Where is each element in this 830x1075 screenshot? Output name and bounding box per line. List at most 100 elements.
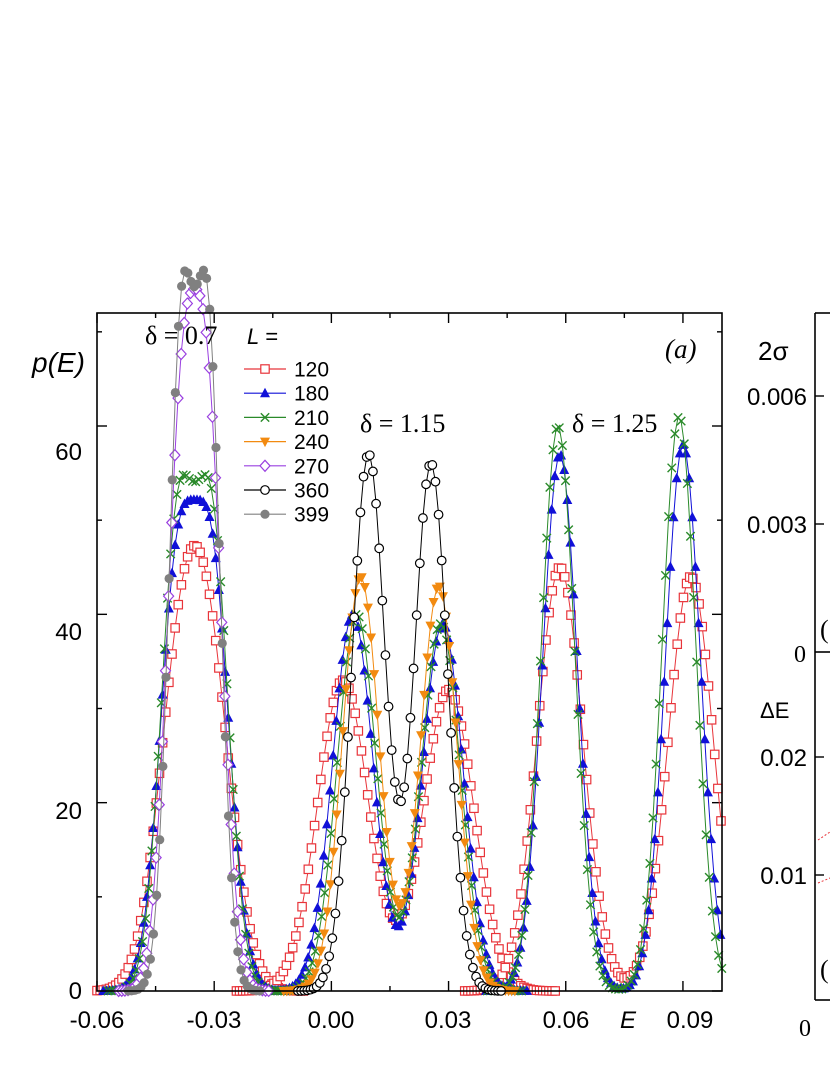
data-point bbox=[585, 900, 596, 910]
data-point bbox=[592, 947, 602, 957]
data-point bbox=[436, 555, 447, 566]
data-point bbox=[626, 976, 636, 986]
data-point bbox=[359, 582, 370, 593]
legend-title: L = bbox=[247, 324, 278, 349]
data-point bbox=[698, 779, 708, 789]
data-point bbox=[328, 750, 339, 760]
data-point bbox=[656, 733, 667, 744]
data-point bbox=[706, 833, 717, 844]
series-180 bbox=[98, 439, 726, 995]
data-point bbox=[471, 896, 482, 907]
data-point bbox=[179, 563, 190, 574]
data-point bbox=[234, 933, 247, 947]
data-point bbox=[175, 347, 187, 361]
data-point bbox=[421, 713, 432, 723]
data-point bbox=[375, 871, 386, 881]
data-point bbox=[204, 589, 215, 600]
data-point bbox=[148, 929, 159, 939]
data-point bbox=[323, 860, 333, 870]
data-point bbox=[487, 919, 498, 930]
data-point bbox=[324, 951, 335, 962]
x-tick-label: 0.06 bbox=[543, 1007, 590, 1034]
data-point bbox=[233, 947, 243, 957]
legend-entry: 270 bbox=[244, 455, 329, 478]
data-point bbox=[201, 571, 212, 582]
data-point bbox=[456, 800, 467, 811]
data-point bbox=[556, 563, 567, 574]
legend-marker bbox=[260, 387, 270, 398]
data-point bbox=[173, 321, 184, 331]
data-point bbox=[140, 913, 151, 924]
data-point bbox=[444, 642, 455, 652]
data-point bbox=[549, 470, 560, 481]
data-point bbox=[399, 782, 410, 793]
legend-entry: 120 bbox=[244, 359, 329, 382]
data-point bbox=[325, 713, 336, 723]
legend-entry: 360 bbox=[244, 480, 329, 503]
data-point bbox=[217, 638, 227, 648]
data-point bbox=[325, 880, 336, 890]
series-line bbox=[486, 443, 721, 992]
data-point bbox=[481, 948, 492, 959]
data-point bbox=[682, 478, 693, 489]
side-curve-fragment bbox=[817, 877, 830, 884]
data-point bbox=[509, 928, 520, 938]
data-point bbox=[316, 774, 326, 785]
data-point bbox=[374, 543, 385, 554]
data-point bbox=[570, 646, 580, 657]
data-point bbox=[364, 450, 375, 461]
data-point bbox=[327, 933, 338, 944]
data-point bbox=[545, 482, 555, 492]
data-point bbox=[557, 440, 568, 451]
data-point bbox=[472, 825, 482, 836]
data-point bbox=[322, 907, 333, 917]
data-point bbox=[529, 777, 539, 787]
data-point bbox=[356, 746, 367, 756]
data-point bbox=[164, 573, 174, 584]
data-point bbox=[447, 678, 458, 688]
data-point bbox=[548, 445, 558, 455]
data-point bbox=[329, 794, 339, 804]
data-point bbox=[700, 649, 711, 660]
data-point bbox=[478, 966, 489, 976]
data-point bbox=[353, 726, 364, 736]
data-point bbox=[206, 483, 216, 494]
side-paren-mark: ( bbox=[820, 955, 829, 984]
data-point bbox=[513, 910, 523, 920]
data-point bbox=[431, 635, 442, 646]
data-point bbox=[531, 771, 542, 781]
data-point bbox=[135, 937, 146, 948]
data-point bbox=[672, 639, 683, 650]
data-point bbox=[468, 962, 478, 973]
data-point bbox=[645, 858, 655, 869]
data-point bbox=[715, 929, 726, 939]
data-point bbox=[432, 624, 442, 635]
data-point bbox=[582, 864, 593, 875]
data-point bbox=[378, 856, 389, 867]
data-point bbox=[426, 661, 436, 672]
data-point bbox=[355, 507, 366, 518]
data-point bbox=[676, 416, 686, 426]
data-point bbox=[336, 835, 347, 846]
data-point bbox=[425, 621, 436, 632]
legend-entry: 210 bbox=[244, 407, 329, 430]
data-point bbox=[386, 745, 397, 756]
data-point bbox=[183, 268, 193, 278]
data-point bbox=[565, 537, 576, 547]
data-point bbox=[469, 803, 479, 814]
data-point bbox=[408, 663, 419, 674]
data-point bbox=[427, 460, 438, 470]
data-point bbox=[169, 448, 181, 462]
data-point bbox=[362, 790, 373, 800]
data-point bbox=[213, 584, 224, 595]
series-line bbox=[118, 288, 269, 992]
data-point bbox=[458, 905, 469, 916]
data-point bbox=[532, 718, 543, 729]
data-point bbox=[389, 777, 400, 787]
data-point bbox=[331, 810, 342, 820]
legend-marker bbox=[260, 412, 270, 423]
data-point bbox=[650, 863, 661, 874]
legend-label: 210 bbox=[294, 407, 329, 430]
data-point bbox=[397, 899, 408, 909]
